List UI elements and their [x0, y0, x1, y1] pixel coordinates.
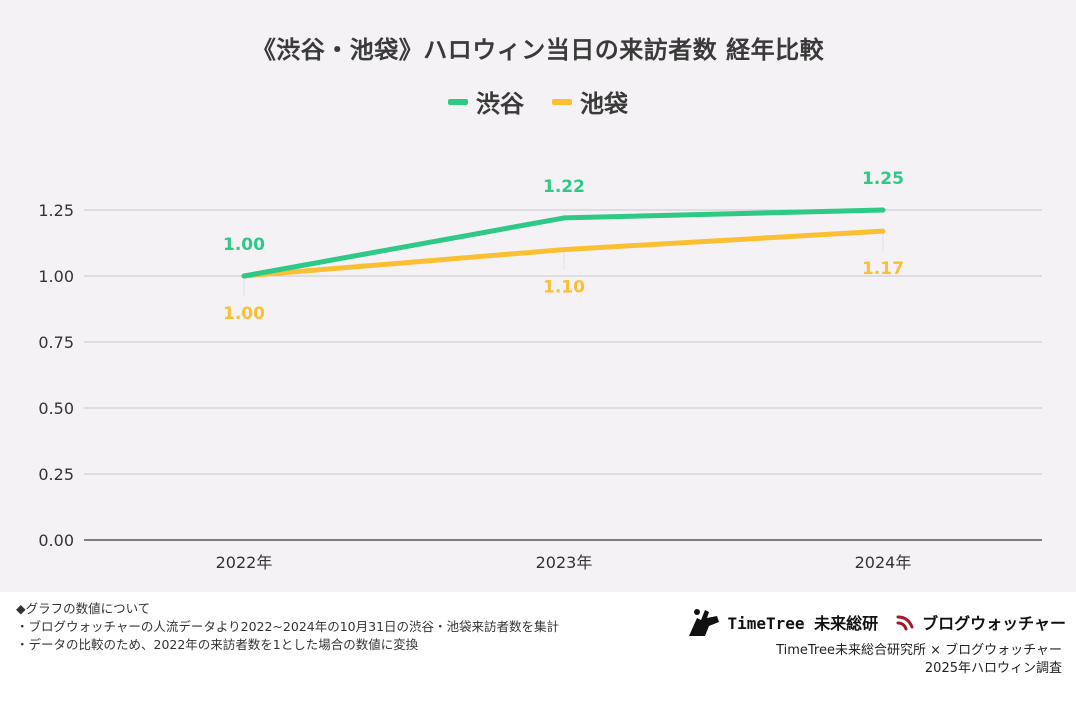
data-label-shibuya: 1.22: [543, 177, 585, 197]
y-tick-label: 1.00: [38, 267, 74, 286]
y-tick-label: 1.25: [38, 201, 74, 220]
signal-icon: [896, 615, 914, 631]
y-tick-label: 0.75: [38, 333, 74, 352]
legend-item-ikebukuro: 池袋: [552, 84, 628, 119]
blogwatcher-brand-text: ブログウォッチャー: [922, 614, 1066, 633]
footnotes: ◆グラフの数値について ・ブログウォッチャーの人流データより2022~2024年…: [16, 600, 696, 654]
footnote-heading: ◆グラフの数値について: [16, 601, 151, 616]
credit: TimeTree未来総合研究所 × ブログウォッチャー 2025年ハロウィン調査: [776, 642, 1062, 678]
chart-title: 《渋谷・池袋》ハロウィン当日の来訪者数 経年比較: [251, 36, 825, 64]
footnote-line: ・ブログウォッチャーの人流データより2022~2024年の10月31日の渋谷・池…: [16, 619, 560, 634]
x-tick-label: 2023年: [536, 553, 593, 572]
series-line-shibuya: [241, 207, 886, 279]
legend-label-ikebukuro: 池袋: [580, 90, 628, 118]
credit-line-1: TimeTree未来総合研究所 × ブログウォッチャー: [776, 643, 1062, 658]
legend-label-shibuya: 渋谷: [476, 90, 524, 118]
brand-row: TimeTree 未来総研 ブログウォッチャー: [687, 606, 1066, 638]
y-tick-label: 0.00: [38, 531, 74, 550]
data-label-shibuya: 1.00: [223, 235, 265, 255]
legend-swatch-ikebukuro: [552, 98, 572, 105]
x-tick-label: 2024年: [855, 553, 912, 572]
chart-panel: [0, 0, 1076, 592]
chart-legend: 渋谷 池袋: [0, 84, 1076, 119]
timetree-logo: TimeTree 未来総研: [687, 606, 878, 638]
x-tick-label: 2022年: [216, 553, 273, 572]
data-label-ikebukuro: 1.10: [543, 278, 585, 298]
line-chart: 0.00 0.25 0.50 0.75 1.00 1.25 2022年 2023年 2024年 1…: [38, 169, 1042, 572]
timetree-brand-text: TimeTree 未来総研: [727, 614, 879, 633]
footnote-line: ・データの比較のため、2022年の来訪者数を1とした場合の数値に変換: [16, 637, 419, 652]
data-label-ikebukuro: 1.17: [862, 259, 904, 279]
series-line-ikebukuro: [241, 228, 886, 279]
timetree-icon: [689, 609, 720, 636]
legend-item-shibuya: 渋谷: [448, 84, 524, 119]
y-tick-label: 0.25: [38, 465, 74, 484]
data-label-shibuya: 1.25: [862, 169, 904, 189]
blogwatcher-logo: ブログウォッチャー: [896, 610, 1066, 634]
legend-swatch-shibuya: [448, 98, 468, 105]
y-tick-label: 0.50: [38, 399, 74, 418]
credit-line-2: 2025年ハロウィン調査: [924, 661, 1062, 676]
data-label-ikebukuro: 1.00: [223, 304, 265, 324]
